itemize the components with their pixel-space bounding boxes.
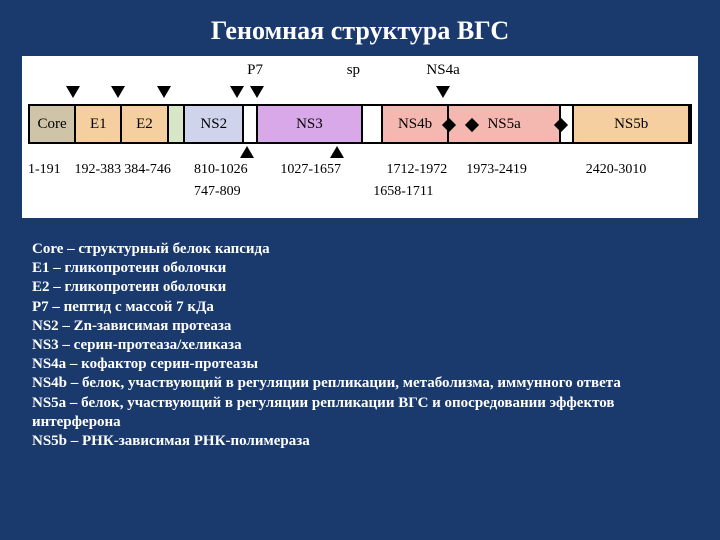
slide-title: Геномная структура ВГС (0, 0, 720, 56)
legend-line: NS4a – кофактор серин-протеазы (32, 355, 688, 374)
triangle-down-icon (230, 86, 244, 98)
legend-line: NS4b – белок, участвующий в регуляции ре… (32, 374, 688, 393)
genome-segment: E2 (122, 106, 168, 142)
genome-segment (169, 106, 186, 142)
genome-segment (363, 106, 383, 142)
legend-line: E1 – гликопротеин оболочки (32, 259, 688, 278)
position-range: 747-809 (194, 184, 241, 200)
diagram-container: P7spNS4a CoreE1E2NS2NS3NS4bNS5aNS5b 1-19… (22, 56, 698, 218)
protein-legend: Core – структурный белок капсидаE1 – гли… (32, 240, 688, 451)
genome-segment: E1 (76, 106, 122, 142)
top-label: sp (347, 62, 360, 79)
genome-segment: NS3 (258, 106, 364, 142)
legend-line: NS5a – белок, участвующий в регуляции ре… (32, 394, 688, 432)
genome-segment: NS5b (574, 106, 690, 142)
top-label: P7 (247, 62, 263, 79)
genome-segment (244, 106, 257, 142)
genome-segment: NS2 (185, 106, 244, 142)
triangle-down-icon (66, 86, 80, 98)
triangle-down-icon (250, 86, 264, 98)
position-range: 2420-3010 (586, 162, 647, 178)
genome-segment: NS4b (383, 106, 449, 142)
legend-line: NS2 – Zn-зависимая протеаза (32, 317, 688, 336)
genome-segments: CoreE1E2NS2NS3NS4bNS5aNS5b (28, 104, 692, 144)
position-range: 1973-2419 (466, 162, 527, 178)
legend-line: E2 – гликопротеин оболочки (32, 278, 688, 297)
position-range: 1-191 (28, 162, 61, 178)
position-range: 192-383 (74, 162, 121, 178)
legend-line: Core – структурный белок капсида (32, 240, 688, 259)
triangle-up-icon (330, 146, 344, 158)
top-label: NS4a (426, 62, 459, 79)
triangle-up-icon (240, 146, 254, 158)
legend-line: P7 – пептид с массой 7 кДа (32, 298, 688, 317)
triangle-down-icon (111, 86, 125, 98)
position-range: 1027-1657 (280, 162, 341, 178)
position-range: 384-746 (124, 162, 171, 178)
position-range: 810-1026 (194, 162, 248, 178)
position-range: 1658-1711 (373, 184, 433, 200)
genome-diagram: P7spNS4a CoreE1E2NS2NS3NS4bNS5aNS5b 1-19… (28, 62, 692, 212)
cleavage-markers-top (28, 86, 692, 104)
legend-line: NS5b – РНК-зависимая РНК-полимераза (32, 432, 688, 451)
genome-segment: Core (30, 106, 76, 142)
position-range: 1712-1972 (387, 162, 448, 178)
top-labels-row: P7 sp NS4a (28, 62, 692, 86)
triangle-down-icon (157, 86, 171, 98)
legend-line: NS3 – серин-протеаза/хеликаза (32, 336, 688, 355)
triangle-down-icon (436, 86, 450, 98)
